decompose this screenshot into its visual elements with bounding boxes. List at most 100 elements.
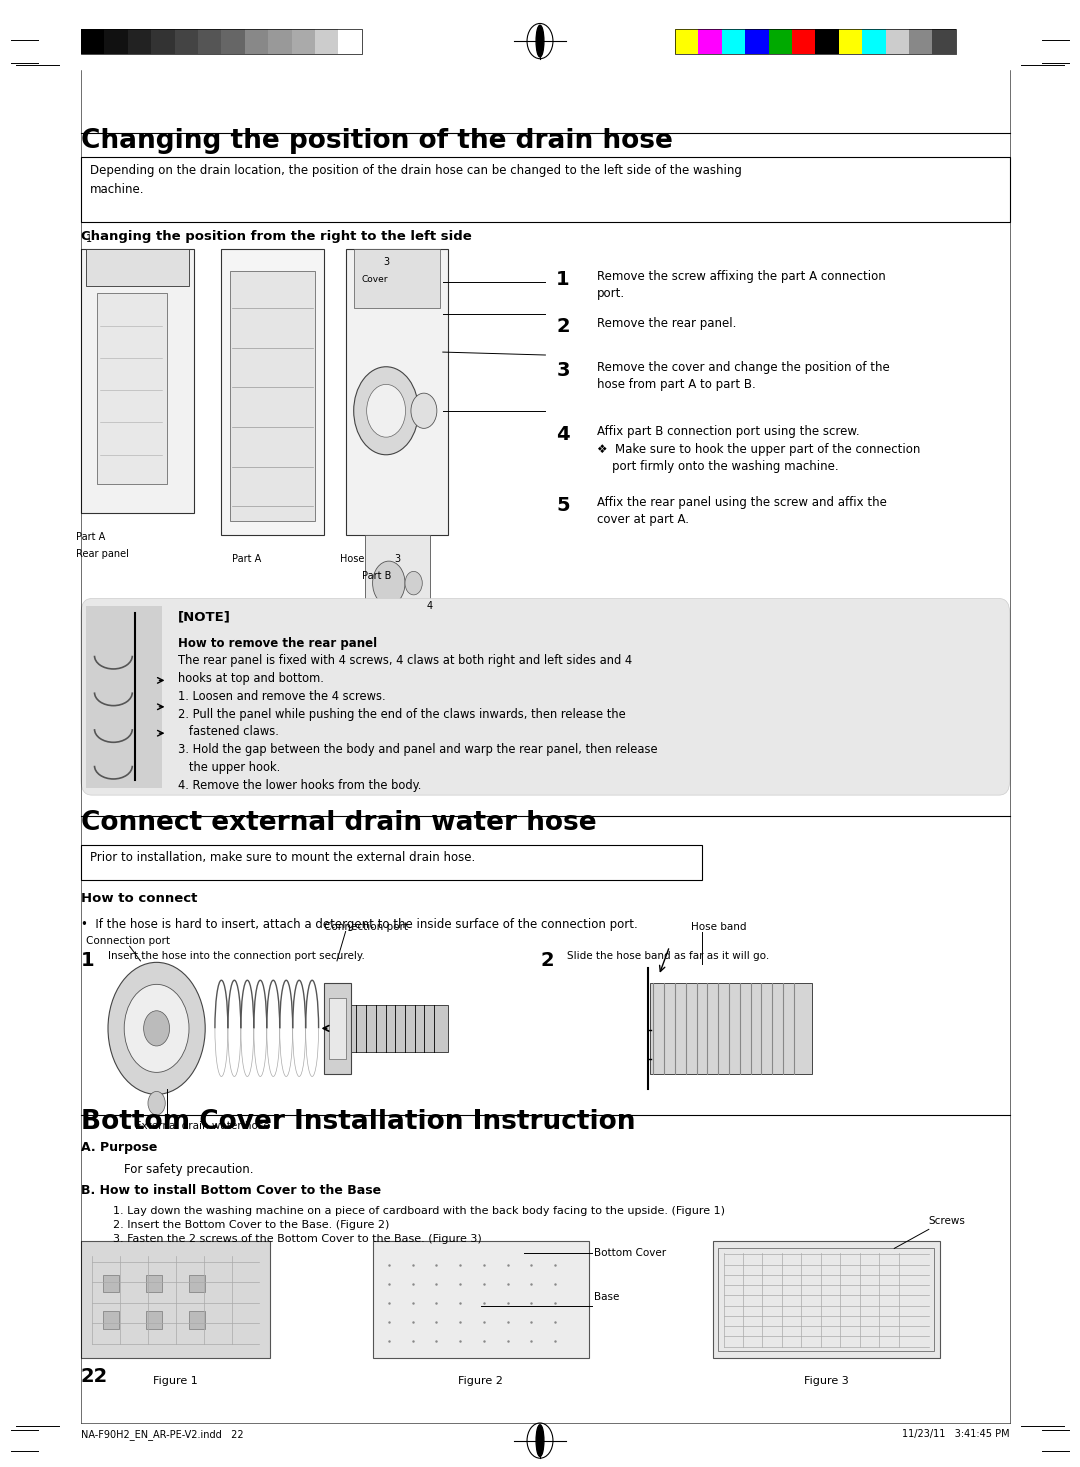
Bar [792, 29, 815, 54]
Bar [338, 29, 362, 54]
Bar [221, 249, 324, 535]
Bar [862, 29, 886, 54]
Text: 22: 22 [81, 1367, 108, 1386]
Bar [815, 29, 839, 54]
FancyBboxPatch shape [81, 599, 1010, 795]
Bar [97, 293, 167, 484]
Text: Cover: Cover [362, 274, 389, 283]
Text: Part A: Part A [232, 555, 261, 563]
Circle shape [366, 384, 406, 437]
Text: Remove the cover and change the position of the
hose from part A to part B.: Remove the cover and change the position… [597, 361, 890, 392]
Bar [221, 29, 245, 54]
Text: 2: 2 [540, 951, 554, 970]
Text: Bottom Cover Installation Instruction: Bottom Cover Installation Instruction [81, 1109, 635, 1135]
Bar [81, 157, 1010, 222]
Bar [886, 29, 909, 54]
Text: 1: 1 [556, 270, 570, 289]
Bar [721, 29, 745, 54]
Bar [373, 1241, 589, 1358]
Bar [81, 1241, 270, 1358]
Text: 3: 3 [383, 257, 389, 267]
Text: Base: Base [594, 1292, 619, 1303]
Text: Connection port: Connection port [324, 921, 408, 932]
Text: Changing the position of the drain hose: Changing the position of the drain hose [81, 128, 673, 154]
Circle shape [354, 367, 418, 455]
Circle shape [148, 1091, 165, 1115]
Text: Hose band: Hose band [691, 921, 746, 932]
Bar [81, 249, 194, 513]
Bar [189, 1275, 205, 1292]
Text: Figure 2: Figure 2 [458, 1376, 503, 1386]
Text: A. Purpose: A. Purpose [81, 1141, 158, 1155]
Bar [675, 29, 956, 54]
Text: NA-F90H2_EN_AR-PE-V2.indd   22: NA-F90H2_EN_AR-PE-V2.indd 22 [81, 1429, 244, 1439]
Text: 4: 4 [427, 601, 433, 610]
Bar [699, 29, 721, 54]
Text: Prior to installation, make sure to mount the external drain hose.: Prior to installation, make sure to moun… [90, 851, 475, 864]
Bar [103, 1311, 119, 1329]
Ellipse shape [536, 1424, 544, 1457]
Text: 1: 1 [81, 951, 95, 970]
Text: How to remove the rear panel: How to remove the rear panel [178, 637, 377, 650]
Bar [86, 606, 162, 788]
Bar [151, 29, 175, 54]
Text: Bottom Cover: Bottom Cover [594, 1248, 666, 1259]
Text: Insert the hose into the connection port securely.: Insert the hose into the connection port… [108, 951, 365, 961]
Text: 5: 5 [556, 496, 570, 515]
Text: Connect external drain water hose: Connect external drain water hose [81, 810, 596, 836]
Bar [932, 29, 956, 54]
Bar [346, 249, 448, 535]
Text: Figure 1: Figure 1 [153, 1376, 198, 1386]
Bar [718, 1248, 934, 1351]
Bar [127, 29, 151, 54]
Text: B. How to install Bottom Cover to the Base: B. How to install Bottom Cover to the Ba… [81, 1184, 381, 1197]
Bar [351, 1005, 448, 1052]
Text: Connection port: Connection port [86, 936, 171, 946]
Text: Affix the rear panel using the screw and affix the
cover at part A.: Affix the rear panel using the screw and… [597, 496, 887, 527]
Bar [189, 1311, 205, 1329]
Text: Part A: Part A [76, 533, 105, 541]
Text: Depending on the drain location, the position of the drain hose can be changed t: Depending on the drain location, the pos… [90, 164, 742, 197]
Ellipse shape [536, 25, 544, 57]
Text: External drain water hose: External drain water hose [135, 1121, 270, 1131]
Bar [81, 845, 702, 880]
Text: 2: 2 [556, 317, 570, 336]
Text: For safety precaution.: For safety precaution. [124, 1163, 254, 1177]
Text: Remove the rear panel.: Remove the rear panel. [597, 317, 737, 330]
Text: The rear panel is fixed with 4 screws, 4 claws at both right and left sides and : The rear panel is fixed with 4 screws, 4… [178, 654, 658, 792]
Text: Affix part B connection port using the screw.
❖  Make sure to hook the upper par: Affix part B connection port using the s… [597, 425, 920, 474]
Circle shape [108, 962, 205, 1094]
Bar [745, 29, 769, 54]
Text: 3: 3 [394, 555, 401, 563]
Bar [769, 29, 792, 54]
Bar [146, 1275, 162, 1292]
Bar [365, 535, 430, 631]
Bar [146, 1311, 162, 1329]
Text: Rear panel: Rear panel [76, 550, 129, 559]
Bar [268, 29, 292, 54]
Bar [713, 1241, 940, 1358]
Text: 11/23/11   3:41:45 PM: 11/23/11 3:41:45 PM [902, 1429, 1010, 1439]
Bar [292, 29, 315, 54]
Text: Figure 3: Figure 3 [804, 1376, 849, 1386]
Bar [245, 29, 268, 54]
Bar [329, 998, 346, 1059]
Text: Part B: Part B [362, 572, 391, 581]
Circle shape [144, 1011, 170, 1046]
Bar [86, 249, 189, 286]
Text: Remove the screw affixing the part A connection
port.: Remove the screw affixing the part A con… [597, 270, 886, 301]
Bar [81, 29, 105, 54]
Text: 3: 3 [556, 361, 570, 380]
Text: Changing the position from the right to the left side: Changing the position from the right to … [81, 230, 472, 244]
Bar [315, 29, 338, 54]
Bar [324, 983, 351, 1074]
Text: Screws: Screws [929, 1216, 966, 1226]
Text: •  If the hose is hard to insert, attach a detergent to the inside surface of th: • If the hose is hard to insert, attach … [81, 918, 638, 932]
Bar [230, 271, 315, 521]
Bar [81, 29, 362, 54]
Bar [839, 29, 862, 54]
Circle shape [411, 393, 436, 428]
Bar [675, 29, 699, 54]
Circle shape [373, 560, 405, 604]
Text: 1. Lay down the washing machine on a piece of cardboard with the back body facin: 1. Lay down the washing machine on a pie… [113, 1206, 726, 1244]
